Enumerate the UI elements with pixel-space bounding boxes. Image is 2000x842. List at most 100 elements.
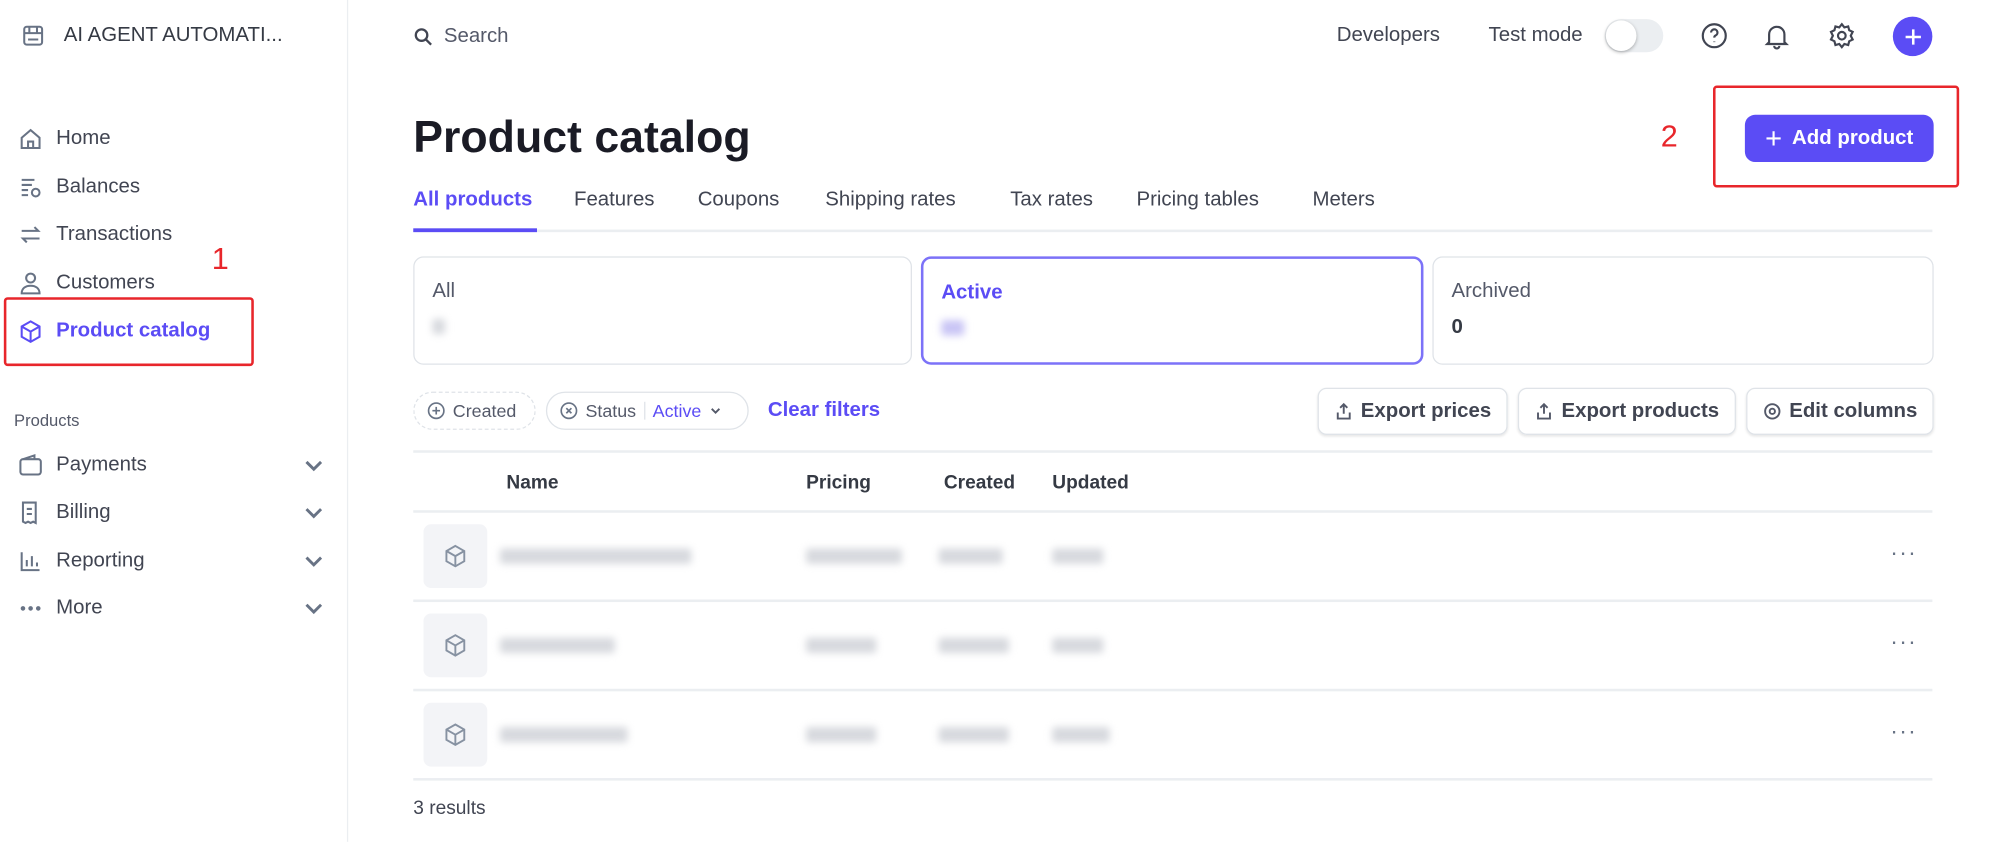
header-divider bbox=[413, 510, 1933, 513]
redacted-product-updated bbox=[1052, 548, 1104, 564]
annotation-box-1 bbox=[3, 297, 254, 367]
label: Transactions bbox=[56, 223, 173, 245]
column-header-updated[interactable]: Updated bbox=[1052, 471, 1129, 494]
redacted-product-created bbox=[938, 727, 1009, 743]
search-input[interactable]: Search bbox=[413, 23, 796, 51]
account-name: AI AGENT AUTOMATI... bbox=[63, 24, 283, 46]
box-icon bbox=[20, 320, 41, 344]
card-label: Active bbox=[941, 281, 1003, 304]
tab-meters[interactable]: Meters bbox=[1312, 188, 1375, 211]
redacted-product-updated bbox=[1052, 727, 1110, 743]
add-product-label: Add product bbox=[1792, 126, 1914, 149]
table-top-divider bbox=[413, 450, 1933, 453]
filter-label: Created bbox=[452, 400, 517, 421]
redacted-count bbox=[432, 318, 446, 335]
bell-icon[interactable] bbox=[1763, 22, 1791, 50]
sidebar-item-billing[interactable]: Billing bbox=[18, 495, 324, 531]
sidebar bbox=[0, 0, 349, 842]
export-prices-button[interactable]: Export prices bbox=[1317, 387, 1508, 435]
row-divider bbox=[413, 688, 1933, 692]
sidebar-item-reporting[interactable]: Reporting bbox=[18, 543, 324, 579]
export-icon bbox=[1336, 402, 1351, 420]
annotation-step-2: 2 bbox=[1660, 119, 1678, 155]
redacted-count bbox=[941, 320, 965, 336]
box-icon bbox=[445, 634, 466, 657]
redacted-product-name bbox=[499, 548, 692, 564]
product-thumbnail bbox=[423, 613, 488, 678]
tab-all-products[interactable]: All products bbox=[413, 188, 533, 211]
sidebar-item-transactions[interactable]: Transactions bbox=[18, 217, 172, 253]
clear-circle-icon[interactable] bbox=[560, 402, 578, 420]
edit-columns-button[interactable]: Edit columns bbox=[1746, 387, 1934, 435]
gear-icon bbox=[1763, 403, 1781, 420]
account-switcher[interactable]: AI AGENT AUTOMATI... bbox=[20, 23, 283, 49]
box-icon bbox=[445, 544, 466, 568]
sidebar-item-customers[interactable]: Customers bbox=[18, 265, 155, 301]
help-icon[interactable] bbox=[1700, 22, 1728, 50]
filter-card-active[interactable]: Active bbox=[920, 256, 1424, 365]
customer-icon bbox=[20, 272, 41, 295]
label: Home bbox=[56, 127, 111, 150]
filter-label: Status bbox=[585, 400, 637, 421]
sidebar-item-home[interactable]: Home bbox=[18, 121, 111, 157]
results-count: 3 results bbox=[413, 797, 486, 819]
created-filter[interactable]: Created bbox=[413, 391, 536, 430]
redacted-product-pricing bbox=[806, 727, 877, 743]
card-label: Archived bbox=[1451, 280, 1531, 303]
label: Reporting bbox=[56, 549, 145, 572]
clear-filters-link[interactable]: Clear filters bbox=[767, 399, 881, 421]
developers-link[interactable]: Developers bbox=[1336, 24, 1440, 46]
section-label-products: Products bbox=[14, 410, 80, 430]
chart-icon bbox=[20, 552, 40, 572]
column-header-pricing[interactable]: Pricing bbox=[806, 471, 871, 494]
row-divider bbox=[413, 599, 1933, 603]
tab-features[interactable]: Features bbox=[573, 188, 655, 211]
page-title: Product catalog bbox=[413, 112, 751, 162]
tabs-divider bbox=[413, 229, 1933, 233]
label: Billing bbox=[56, 501, 111, 523]
tab-shipping-rates[interactable]: Shipping rates bbox=[825, 188, 956, 211]
gear-icon[interactable] bbox=[1828, 22, 1856, 50]
redacted-product-pricing bbox=[806, 548, 902, 564]
label: Edit columns bbox=[1789, 399, 1918, 422]
row-actions-button[interactable]: ··· bbox=[1890, 539, 1918, 566]
sidebar-item-payments[interactable]: Payments bbox=[18, 448, 324, 484]
filter-card-archived[interactable]: Archived 0 bbox=[1432, 256, 1934, 365]
status-filter[interactable]: Status Active bbox=[545, 391, 749, 430]
active-tab-indicator bbox=[413, 228, 537, 233]
wallet-icon bbox=[19, 453, 42, 476]
annotation-box-2 bbox=[1712, 85, 1960, 188]
redacted-product-created bbox=[938, 548, 1003, 564]
label: Export prices bbox=[1360, 399, 1492, 422]
product-thumbnail bbox=[423, 702, 488, 767]
column-header-created[interactable]: Created bbox=[943, 471, 1016, 494]
redacted-product-name bbox=[499, 637, 615, 654]
billing-icon bbox=[21, 501, 37, 525]
label: Payments bbox=[56, 454, 147, 476]
tab-pricing-tables[interactable]: Pricing tables bbox=[1136, 188, 1259, 211]
export-products-button[interactable]: Export products bbox=[1517, 387, 1736, 435]
row-divider bbox=[413, 778, 1933, 781]
tab-coupons[interactable]: Coupons bbox=[697, 188, 780, 211]
create-button[interactable] bbox=[1892, 16, 1933, 57]
test-mode-toggle[interactable] bbox=[1604, 19, 1664, 53]
sidebar-item-balances[interactable]: Balances bbox=[18, 170, 140, 206]
redacted-product-pricing bbox=[806, 637, 877, 654]
chevron-down-icon bbox=[305, 556, 323, 567]
redacted-product-updated bbox=[1052, 637, 1104, 654]
row-actions-button[interactable]: ··· bbox=[1890, 628, 1918, 655]
add-product-button[interactable]: Add product bbox=[1744, 114, 1934, 162]
label: Customers bbox=[56, 271, 155, 294]
plus-icon bbox=[1766, 131, 1781, 146]
filter-card-all[interactable]: All bbox=[413, 256, 912, 365]
test-mode-label: Test mode bbox=[1488, 24, 1583, 46]
sidebar-item-more[interactable]: More bbox=[18, 591, 324, 627]
search-icon bbox=[414, 28, 432, 46]
sidebar-item-product-catalog[interactable]: Product catalog bbox=[18, 314, 210, 350]
tab-tax-rates[interactable]: Tax rates bbox=[1010, 188, 1094, 211]
column-header-name[interactable]: Name bbox=[506, 471, 559, 494]
search-placeholder: Search bbox=[443, 25, 509, 48]
more-icon bbox=[20, 606, 41, 611]
row-actions-button[interactable]: ··· bbox=[1890, 718, 1918, 744]
plus-circle-icon bbox=[427, 402, 445, 420]
